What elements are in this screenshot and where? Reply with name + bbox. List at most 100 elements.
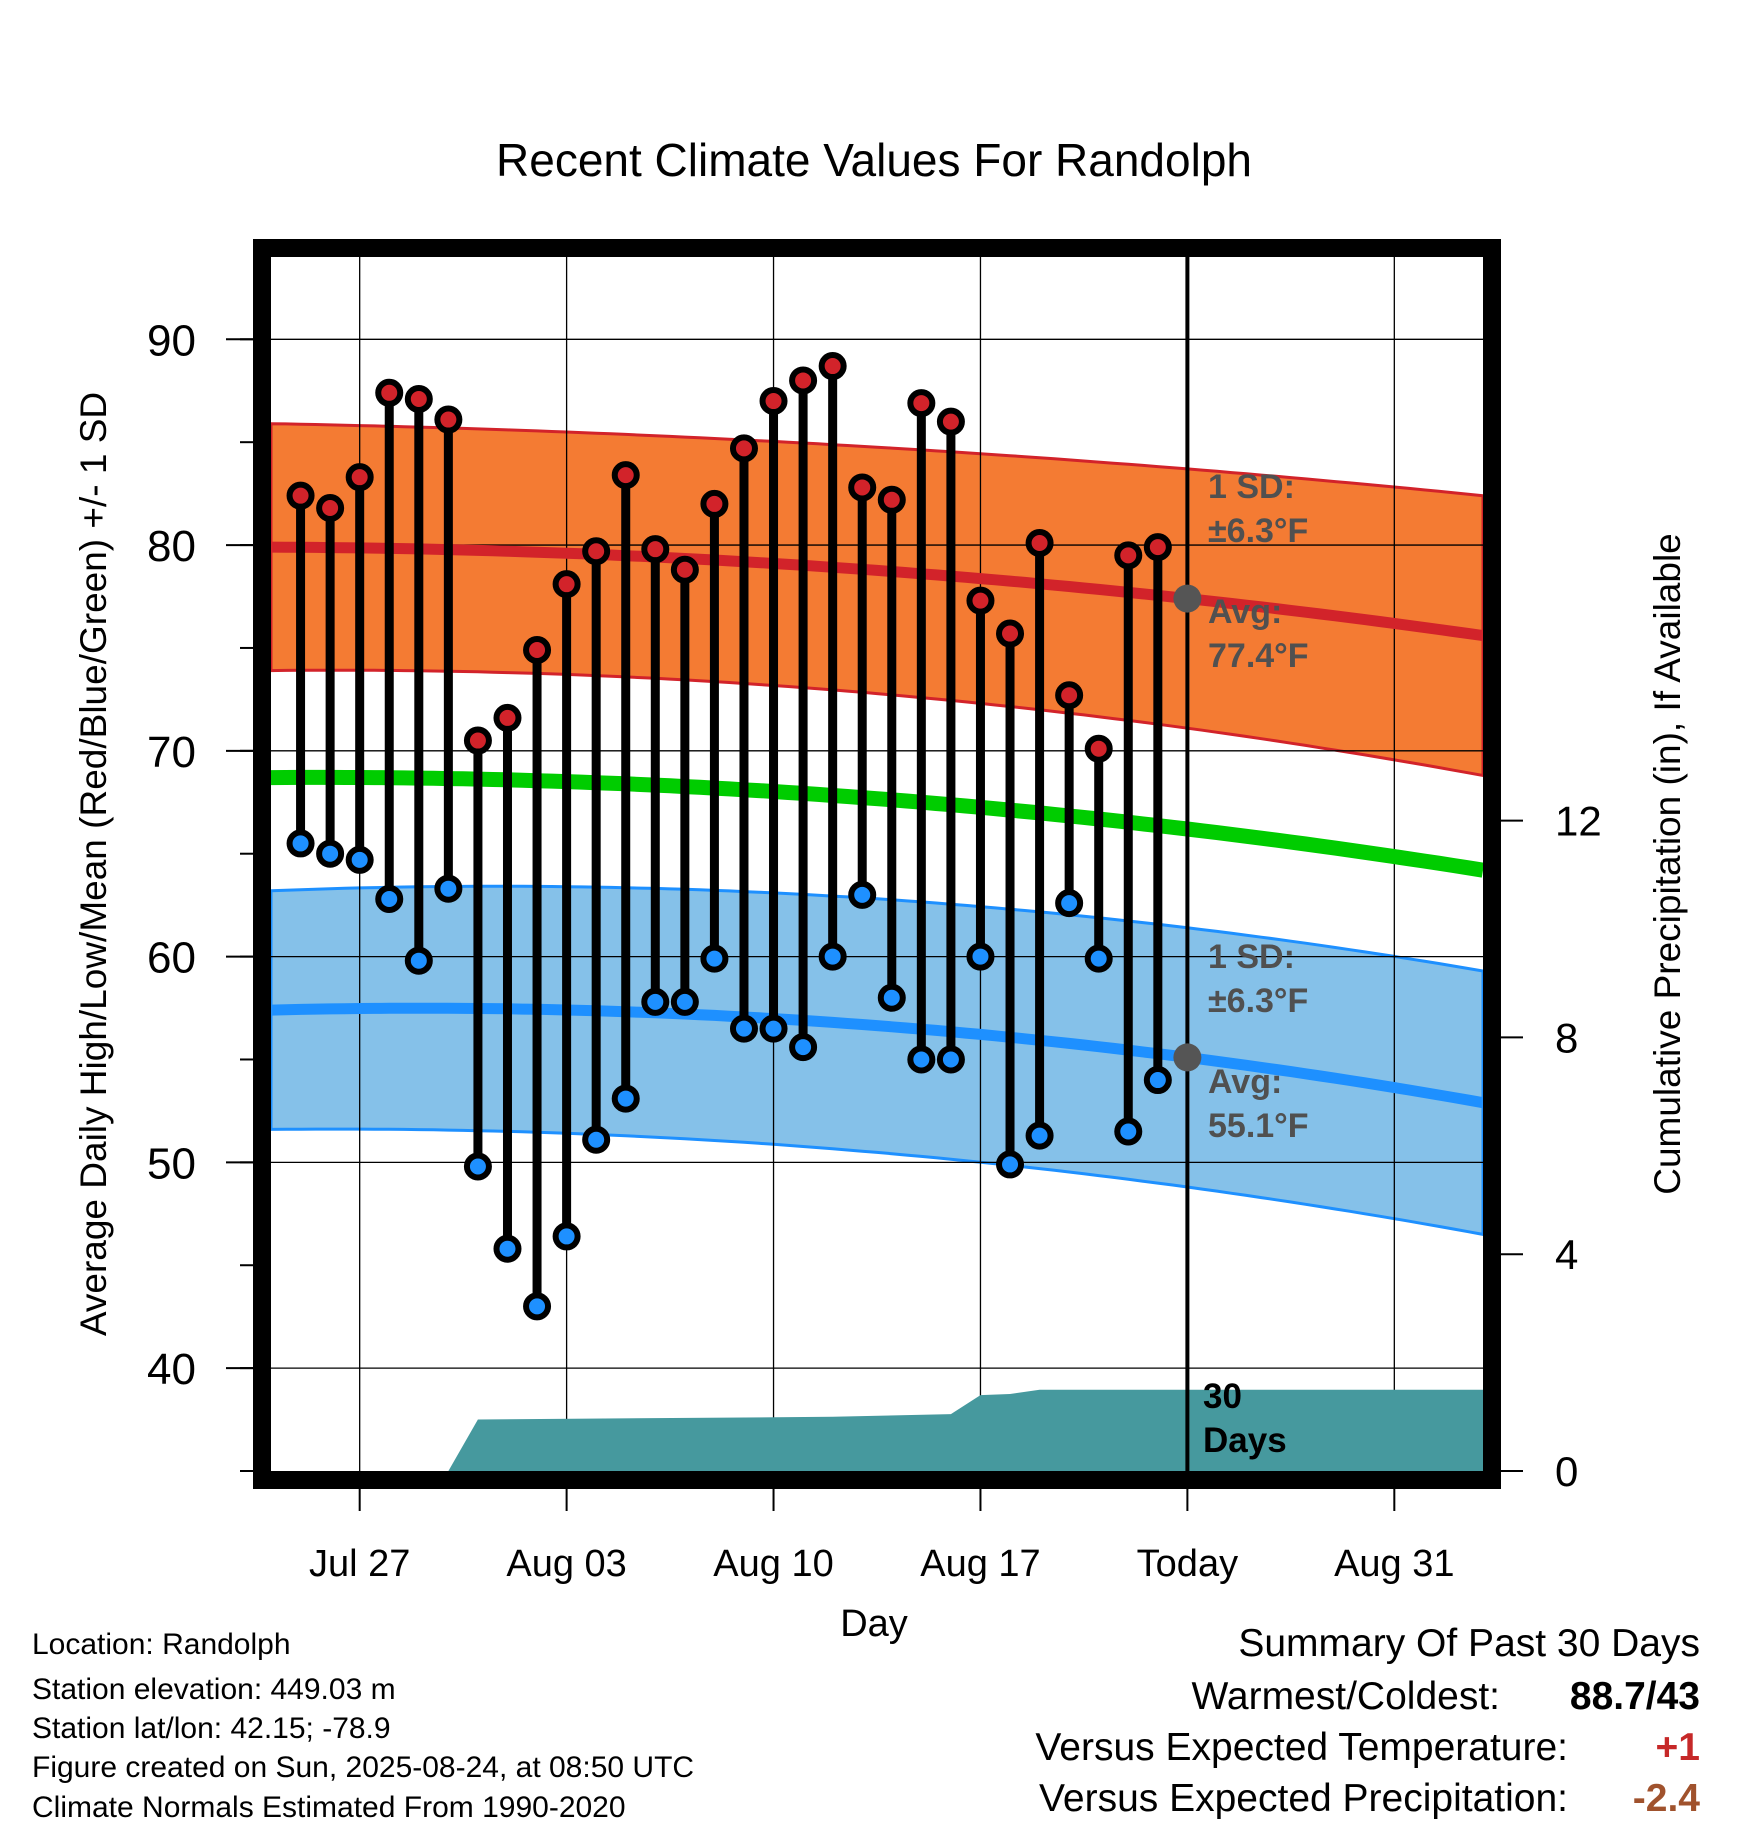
y-tick-label: 60 (147, 934, 196, 983)
daily-low-point (700, 944, 729, 973)
daily-low-point (375, 884, 404, 913)
daily-high-point (434, 405, 463, 434)
x-tick-label: Jul 27 (309, 1543, 410, 1585)
daily-low-point (1025, 1121, 1054, 1150)
daily-low-point (552, 1222, 581, 1251)
y-tick-label: 50 (147, 1139, 196, 1188)
daily-low-point (907, 1045, 936, 1074)
daily-high-point (552, 570, 581, 599)
daily-high-point (848, 473, 877, 502)
daily-low-point (493, 1234, 522, 1263)
high-sd-value: ±6.3°F (1208, 512, 1308, 550)
elevation-text: Station elevation: 449.03 m (32, 1673, 396, 1706)
y-axis-title: Average Daily High/Low/Mean (Red/Blue/Gr… (73, 392, 114, 1336)
daily-low-point (729, 1014, 758, 1043)
x-tick-label: Aug 10 (713, 1543, 833, 1585)
temp-value: +1 (1655, 1726, 1700, 1769)
plot-frame (253, 239, 1501, 1489)
daily-high-point (996, 619, 1025, 648)
mean-avg-line (270, 769, 1485, 878)
daily-high-point (463, 726, 492, 755)
daily-low-point (818, 942, 847, 971)
daily-high-point (729, 434, 758, 463)
created-text: Figure created on Sun, 2025-08-24, at 08… (32, 1751, 695, 1784)
daily-low-point (877, 983, 906, 1012)
low-sd-band (269, 884, 1485, 1237)
temp-label: Versus Expected Temperature: (1035, 1726, 1568, 1769)
daily-high-point (345, 463, 374, 492)
daily-high-point (404, 384, 433, 413)
today-high-avg-marker (1173, 584, 1202, 613)
x-tick-label: Aug 17 (920, 1543, 1040, 1585)
y2-tick-label: 8 (1555, 1014, 1578, 1061)
y2-axis-title: Cumulative Precipitation (in), If Availa… (1647, 533, 1688, 1195)
y2-tick-label: 0 (1555, 1448, 1578, 1495)
daily-low-point (641, 987, 670, 1016)
warmest-value: 88.7/43 (1569, 1675, 1700, 1718)
daily-high-point (700, 489, 729, 518)
daily-high-point (523, 636, 552, 665)
days-label-word: Days (1203, 1421, 1287, 1460)
high-sd-label: 1 SD: (1208, 468, 1295, 506)
today-low-avg-marker (1173, 1043, 1202, 1072)
daily-high-point (670, 555, 699, 584)
y-tick-label: 80 (147, 522, 196, 571)
y-tick-label: 90 (147, 316, 196, 365)
precip-value: -2.4 (1632, 1777, 1700, 1820)
high-avg-value: 77.4°F (1208, 637, 1309, 675)
daily-high-point (759, 387, 788, 416)
x-axis-title: Day (840, 1603, 908, 1645)
location-text: Location: Randolph (32, 1628, 291, 1661)
low-avg-value: 55.1°F (1208, 1107, 1309, 1145)
daily-high-point (611, 461, 640, 490)
daily-high-point (907, 389, 936, 418)
daily-low-point (611, 1084, 640, 1113)
daily-low-point (1055, 889, 1084, 918)
x-tick-label: Aug 03 (506, 1543, 626, 1585)
low-sd-value: ±6.3°F (1208, 982, 1308, 1020)
low-sd-label: 1 SD: (1208, 938, 1295, 976)
daily-low-point (966, 942, 995, 971)
daily-low-point (1084, 944, 1113, 973)
daily-high-point (936, 407, 965, 436)
daily-low-point (434, 874, 463, 903)
daily-low-point (1114, 1117, 1143, 1146)
daily-high-point (1025, 529, 1054, 558)
daily-high-point (877, 485, 906, 514)
y-tick-label: 40 (147, 1345, 196, 1394)
high-avg-line (270, 541, 1484, 642)
daily-low-point (759, 1014, 788, 1043)
daily-high-point (818, 352, 847, 381)
daily-low-point (848, 880, 877, 909)
daily-high-point (641, 535, 670, 564)
precip-area (271, 1389, 1483, 1471)
daily-low-point (463, 1152, 492, 1181)
low-avg-line (270, 1002, 1484, 1109)
daily-high-point (375, 378, 404, 407)
daily-low-point (345, 845, 374, 874)
daily-high-point (1055, 681, 1084, 710)
summary-title: Summary Of Past 30 Days (1238, 1622, 1700, 1665)
precip-label: Versus Expected Precipitation: (1039, 1777, 1568, 1820)
daily-low-point (1143, 1066, 1172, 1095)
y2-tick-label: 12 (1555, 798, 1602, 845)
daily-high-point (1143, 533, 1172, 562)
warmest-label: Warmest/Coldest: (1191, 1675, 1500, 1718)
daily-low-point (316, 839, 345, 868)
daily-low-point (996, 1150, 1025, 1179)
y2-tick-label: 4 (1555, 1231, 1578, 1278)
daily-high-point (286, 481, 315, 510)
plot-area: 1 SD: ±6.3°F Avg: 77.4°F 1 SD: ±6.3°F Av… (253, 239, 1501, 1489)
daily-high-point (789, 366, 818, 395)
daily-high-point (493, 703, 522, 732)
chart-title: Recent Climate Values For Randolph (496, 134, 1252, 186)
daily-high-point (1114, 541, 1143, 570)
x-tick-label: Aug 31 (1334, 1543, 1454, 1585)
high-avg-label: Avg: (1208, 593, 1282, 631)
daily-high-point (582, 537, 611, 566)
y-tick-label: 70 (147, 728, 196, 777)
daily-low-point (789, 1033, 818, 1062)
daily-low-point (582, 1125, 611, 1154)
daily-low-point (936, 1045, 965, 1074)
normals-text: Climate Normals Estimated From 1990-2020 (32, 1791, 626, 1824)
